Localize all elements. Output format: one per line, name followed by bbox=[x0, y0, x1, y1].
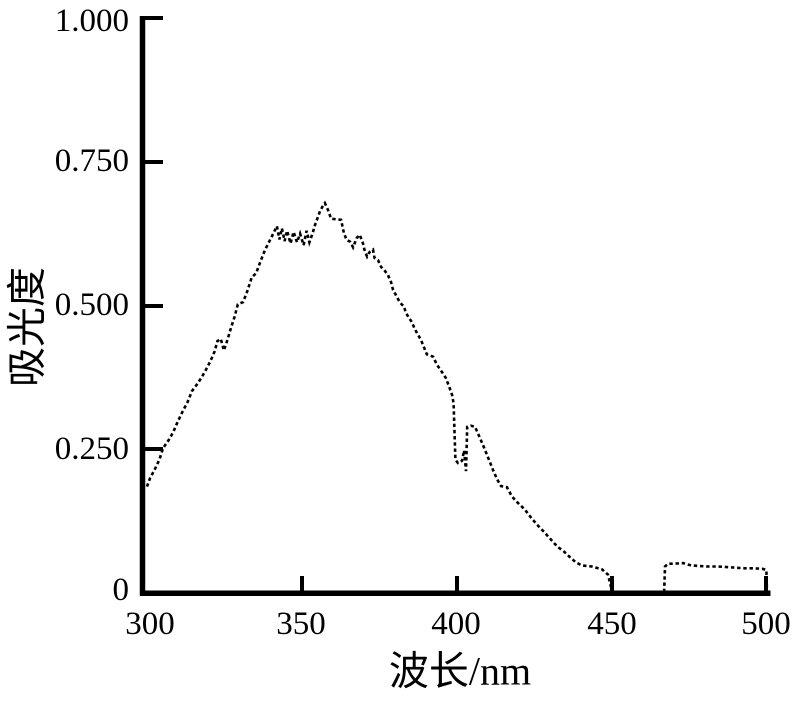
y-tick-label: 1.000 bbox=[55, 3, 129, 39]
x-axis-title: 波长/nm bbox=[389, 649, 531, 694]
x-tick-label: 300 bbox=[125, 606, 175, 642]
y-axis-title: 吸光度 bbox=[5, 267, 50, 387]
y-axis-ticks bbox=[145, 16, 163, 451]
x-tick-label: 450 bbox=[587, 606, 637, 642]
y-axis-tick-labels: 1.000 0.750 0.500 0.250 0 bbox=[55, 3, 129, 608]
axes bbox=[139, 16, 771, 596]
y-tick-label: 0.750 bbox=[55, 143, 129, 179]
x-axis-ticks bbox=[300, 576, 768, 591]
spectrum-curve bbox=[145, 200, 769, 595]
x-tick-label: 400 bbox=[431, 606, 481, 642]
y-tick-label: 0.500 bbox=[55, 287, 129, 323]
x-axis-tick-labels: 300 350 400 450 500 bbox=[125, 606, 791, 642]
y-tick-label: 0.250 bbox=[55, 431, 129, 467]
y-tick-label: 0 bbox=[113, 572, 130, 608]
x-tick-label: 500 bbox=[741, 606, 791, 642]
x-tick-label: 350 bbox=[276, 606, 326, 642]
